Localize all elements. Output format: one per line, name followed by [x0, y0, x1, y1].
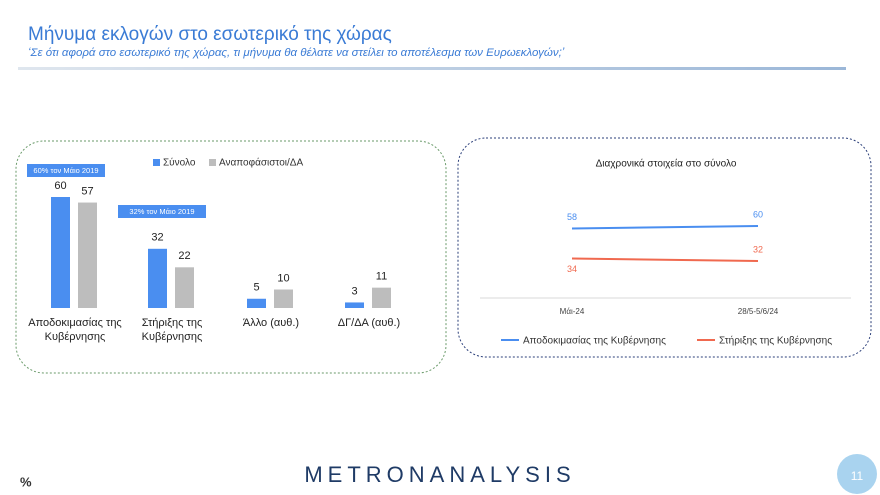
line: [571, 225, 759, 230]
value-label: 34: [567, 264, 577, 274]
slide-subtitle: ‘Σε ότι αφορά στο εσωτερικό της χώρας, τ…: [28, 47, 565, 59]
bar: [148, 248, 167, 308]
x-tick-label: Στήριξης της Κυβέρνησης: [141, 317, 203, 343]
x-tick-label: 28/5-5/6/24: [738, 307, 779, 316]
legend-label: Στήριξης της Κυβέρνησης: [719, 335, 832, 347]
value-label: 10: [277, 272, 289, 284]
value-label: 11: [376, 271, 387, 283]
value-label: 32: [151, 232, 163, 244]
legend-swatch: [209, 159, 216, 166]
legend-swatch: [153, 159, 160, 166]
page-number: 11: [851, 469, 864, 483]
value-label: 32: [753, 244, 763, 254]
legend-label: Αποδοκιμασίας της Κυβέρνησης: [523, 335, 666, 347]
x-tick-label: Αποδοκιμασίας της Κυβέρνησης: [28, 317, 122, 343]
line: [571, 257, 759, 262]
annotation: 32% τον Μάιο 2019: [129, 207, 194, 216]
value-label: 60: [54, 180, 66, 192]
legend-label: Αναποφάσιστοι/ΔΑ: [219, 157, 303, 169]
line-panel: [457, 137, 872, 358]
value-label: 22: [178, 250, 190, 262]
value-label: 58: [567, 212, 577, 222]
bar: [247, 298, 266, 308]
bar: [345, 302, 364, 308]
annotation-box: [118, 205, 206, 218]
header-rule: [18, 67, 846, 70]
page-badge: [837, 454, 877, 494]
x-tick-label: ΔΓ/ΔΑ (αυθ.): [337, 317, 401, 329]
bar: [274, 289, 293, 308]
value-label: 5: [253, 282, 259, 294]
annotation: 60% τον Μάιο 2019: [33, 166, 98, 175]
annotation-box: [27, 164, 105, 177]
bar-panel: [15, 140, 447, 374]
x-tick-label: Άλλο (αυθ.): [242, 317, 300, 329]
value-label: 3: [351, 285, 357, 297]
brand-logo: METRONANALYSIS: [304, 462, 575, 487]
legend-label: Σύνολο: [163, 157, 196, 169]
bar: [175, 267, 194, 308]
chart-title: Διαχρονικά στοιχεία στο σύνολο: [596, 158, 737, 170]
bar: [78, 202, 97, 308]
bar: [51, 197, 70, 308]
unit-label: %: [20, 474, 32, 489]
slide-title: Μήνυμα εκλογών στο εσωτερικό της χώρας: [28, 24, 392, 45]
x-tick-label: Μάι-24: [560, 307, 585, 316]
value-label: 57: [81, 185, 93, 197]
bar: [372, 287, 391, 308]
value-label: 60: [753, 209, 763, 219]
